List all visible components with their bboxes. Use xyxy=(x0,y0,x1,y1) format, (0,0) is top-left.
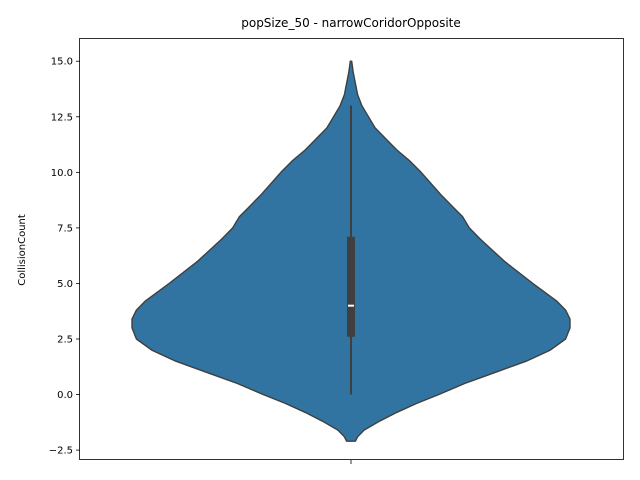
y-tick-label: 0.0 xyxy=(57,390,73,401)
plot-area xyxy=(131,60,571,442)
y-tick-label: −2.5 xyxy=(49,446,73,457)
y-tick-label: 2.5 xyxy=(57,335,73,346)
y-tick-label: 10.0 xyxy=(51,168,73,179)
y-axis: −2.5 0.0 2.5 5.0 7.5 10.0 12.5 15.0 xyxy=(49,57,80,457)
chart-title: popSize_50 - narrowCoridorOpposite xyxy=(241,16,461,30)
y-tick-label: 15.0 xyxy=(51,57,73,68)
y-tick-label: 5.0 xyxy=(57,279,73,290)
y-tick-label: 7.5 xyxy=(57,223,73,234)
iqr-box xyxy=(347,236,355,337)
y-axis-label: CollisionCount xyxy=(17,214,28,286)
y-tick-label: 12.5 xyxy=(51,112,73,123)
plot-frame xyxy=(79,38,624,460)
